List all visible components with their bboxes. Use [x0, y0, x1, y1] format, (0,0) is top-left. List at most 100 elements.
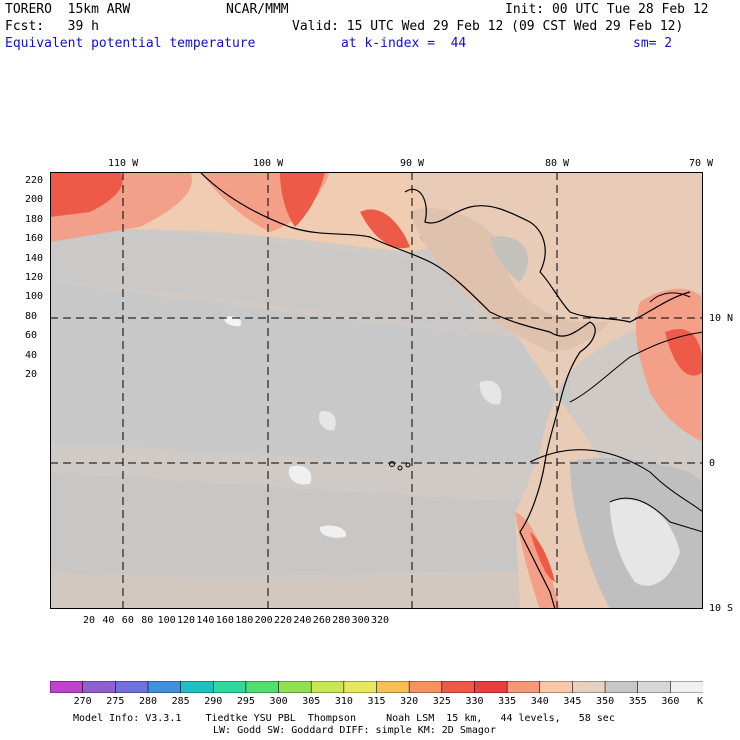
smoothing-label: sm= 2 [633, 36, 673, 51]
x-tick-label: 260 [312, 615, 331, 626]
colorbar-level: 340 [530, 696, 549, 707]
level-label: at k-index = 44 [341, 36, 467, 51]
y-tick-label: 20 [25, 369, 38, 380]
hot-region-colombia [665, 328, 703, 376]
x-tick-label: 280 [332, 615, 351, 626]
galapagos-island [389, 461, 395, 467]
y-tick-label: 220 [25, 175, 44, 186]
field-name: Equivalent potential temperature [5, 36, 256, 51]
colorbar-swatch [604, 681, 639, 693]
colorbar-swatch [245, 681, 280, 693]
brazil-border [609, 497, 703, 533]
hot-region-nw [50, 172, 123, 217]
x-tick-label: 80 [141, 615, 154, 626]
hot-region-guatemala [360, 209, 410, 249]
colorbar-swatch [115, 681, 149, 693]
physics-info-line: LW: Godd SW: Goddard DIFF: simple KM: 2D… [213, 725, 496, 736]
colorbar-unit: K [697, 696, 704, 707]
colorbar-level: 285 [171, 696, 190, 707]
colorbar-level: 310 [334, 696, 353, 707]
colorbar-level: 315 [367, 696, 386, 707]
center-label: NCAR/MMM [226, 2, 289, 17]
y-tick-label: 140 [25, 252, 44, 264]
x-tick-label: 300 [351, 615, 370, 626]
colorbar-swatch [147, 681, 182, 693]
colorbar-level: 325 [432, 696, 451, 707]
hot-coast-peru [530, 532, 555, 582]
y-tick-label: 60 [25, 330, 38, 342]
x-tick-label: 200 [254, 615, 273, 626]
ocean-band-south [50, 472, 520, 577]
colorbar [50, 681, 703, 693]
init-time: Init: 00 UTC Tue 28 Feb 12 [505, 2, 709, 17]
cool-patch-east [479, 380, 502, 405]
x-tick-label: 100 [157, 615, 176, 626]
colorbar-level: 295 [236, 696, 255, 707]
colorbar-level: 275 [106, 696, 125, 707]
pacific-coastline [199, 172, 596, 609]
x-tick-label: 180 [235, 615, 254, 626]
cold-patch [288, 465, 312, 485]
colorbar-swatch [572, 681, 606, 693]
peru-border [529, 449, 703, 513]
colombia-border [569, 331, 703, 403]
ocean-band-far-south [50, 572, 520, 609]
central-america-land [410, 208, 610, 352]
lon-label-80w: 80 W [545, 158, 570, 169]
colorbar-swatch [212, 681, 247, 693]
colorbar-swatch [82, 681, 117, 693]
y-tick-label: 120 [25, 272, 44, 283]
ocean-band [50, 229, 470, 332]
x-tick-label: 140 [196, 615, 215, 626]
colorbar-swatch [180, 681, 215, 693]
colorbar-level: 330 [465, 696, 484, 707]
y-tick-label: 180 [25, 213, 44, 225]
colorbar-swatch [506, 681, 541, 693]
galapagos-island-2 [397, 465, 403, 471]
colorbar-swatch [376, 681, 410, 693]
colorbar-level: 345 [563, 696, 582, 707]
x-tick-label: 240 [293, 615, 312, 626]
colorbar-swatch [670, 681, 703, 693]
colorbar-level: 270 [73, 696, 92, 707]
colorbar-level: 335 [498, 696, 517, 707]
y-tick-label: 100 [25, 291, 44, 303]
x-tick-label: 320 [371, 615, 390, 626]
colorbar-level: 280 [138, 696, 157, 707]
colorbar-swatch [637, 681, 672, 693]
y-tick-label: 200 [25, 194, 44, 206]
nicaragua-cool [490, 236, 529, 282]
colorbar-level: 355 [628, 696, 647, 707]
cool-patch [318, 411, 336, 431]
colorbar-level: 290 [204, 696, 223, 707]
caribbean-coastline [404, 188, 691, 323]
graticule [50, 172, 703, 609]
colorbar-swatch [50, 681, 84, 693]
x-tick-label: 120 [177, 615, 196, 626]
x-tick-label: 40 [102, 615, 115, 626]
model-label: TORERO 15km ARW [5, 2, 131, 17]
lon-label-90w: 90 W [400, 158, 425, 169]
cold-region-peru [610, 499, 680, 586]
colorbar-swatch [539, 681, 574, 693]
lat-label-0: 0 [709, 458, 716, 469]
x-tick-label: 160 [215, 615, 234, 626]
warm-region-colombia [635, 288, 703, 442]
equivalent-potential-temperature-map [50, 172, 703, 609]
colorbar-level: 305 [302, 696, 321, 707]
lon-label-100w: 100 W [253, 158, 284, 169]
plot-frame [50, 172, 703, 609]
cold-patch-south [319, 525, 346, 538]
warm-coast-peru [515, 512, 560, 609]
x-tick-label: 60 [121, 615, 134, 626]
colorbar-level: 350 [596, 696, 615, 707]
x-tick-label: 220 [274, 615, 293, 626]
x-tick-label: 20 [83, 615, 96, 626]
forecast-hour: Fcst: 39 h [5, 19, 99, 34]
colorbar-level: 300 [269, 696, 288, 707]
colorbar-level: 320 [400, 696, 419, 707]
model-info-line: Model Info: V3.3.1 Tiedtke YSU PBL Thomp… [73, 713, 615, 724]
ocean-band-grey [50, 282, 570, 465]
valid-time: Valid: 15 UTC Wed 29 Feb 12 (09 CST Wed … [292, 19, 684, 34]
y-tick-label: 40 [25, 349, 38, 361]
